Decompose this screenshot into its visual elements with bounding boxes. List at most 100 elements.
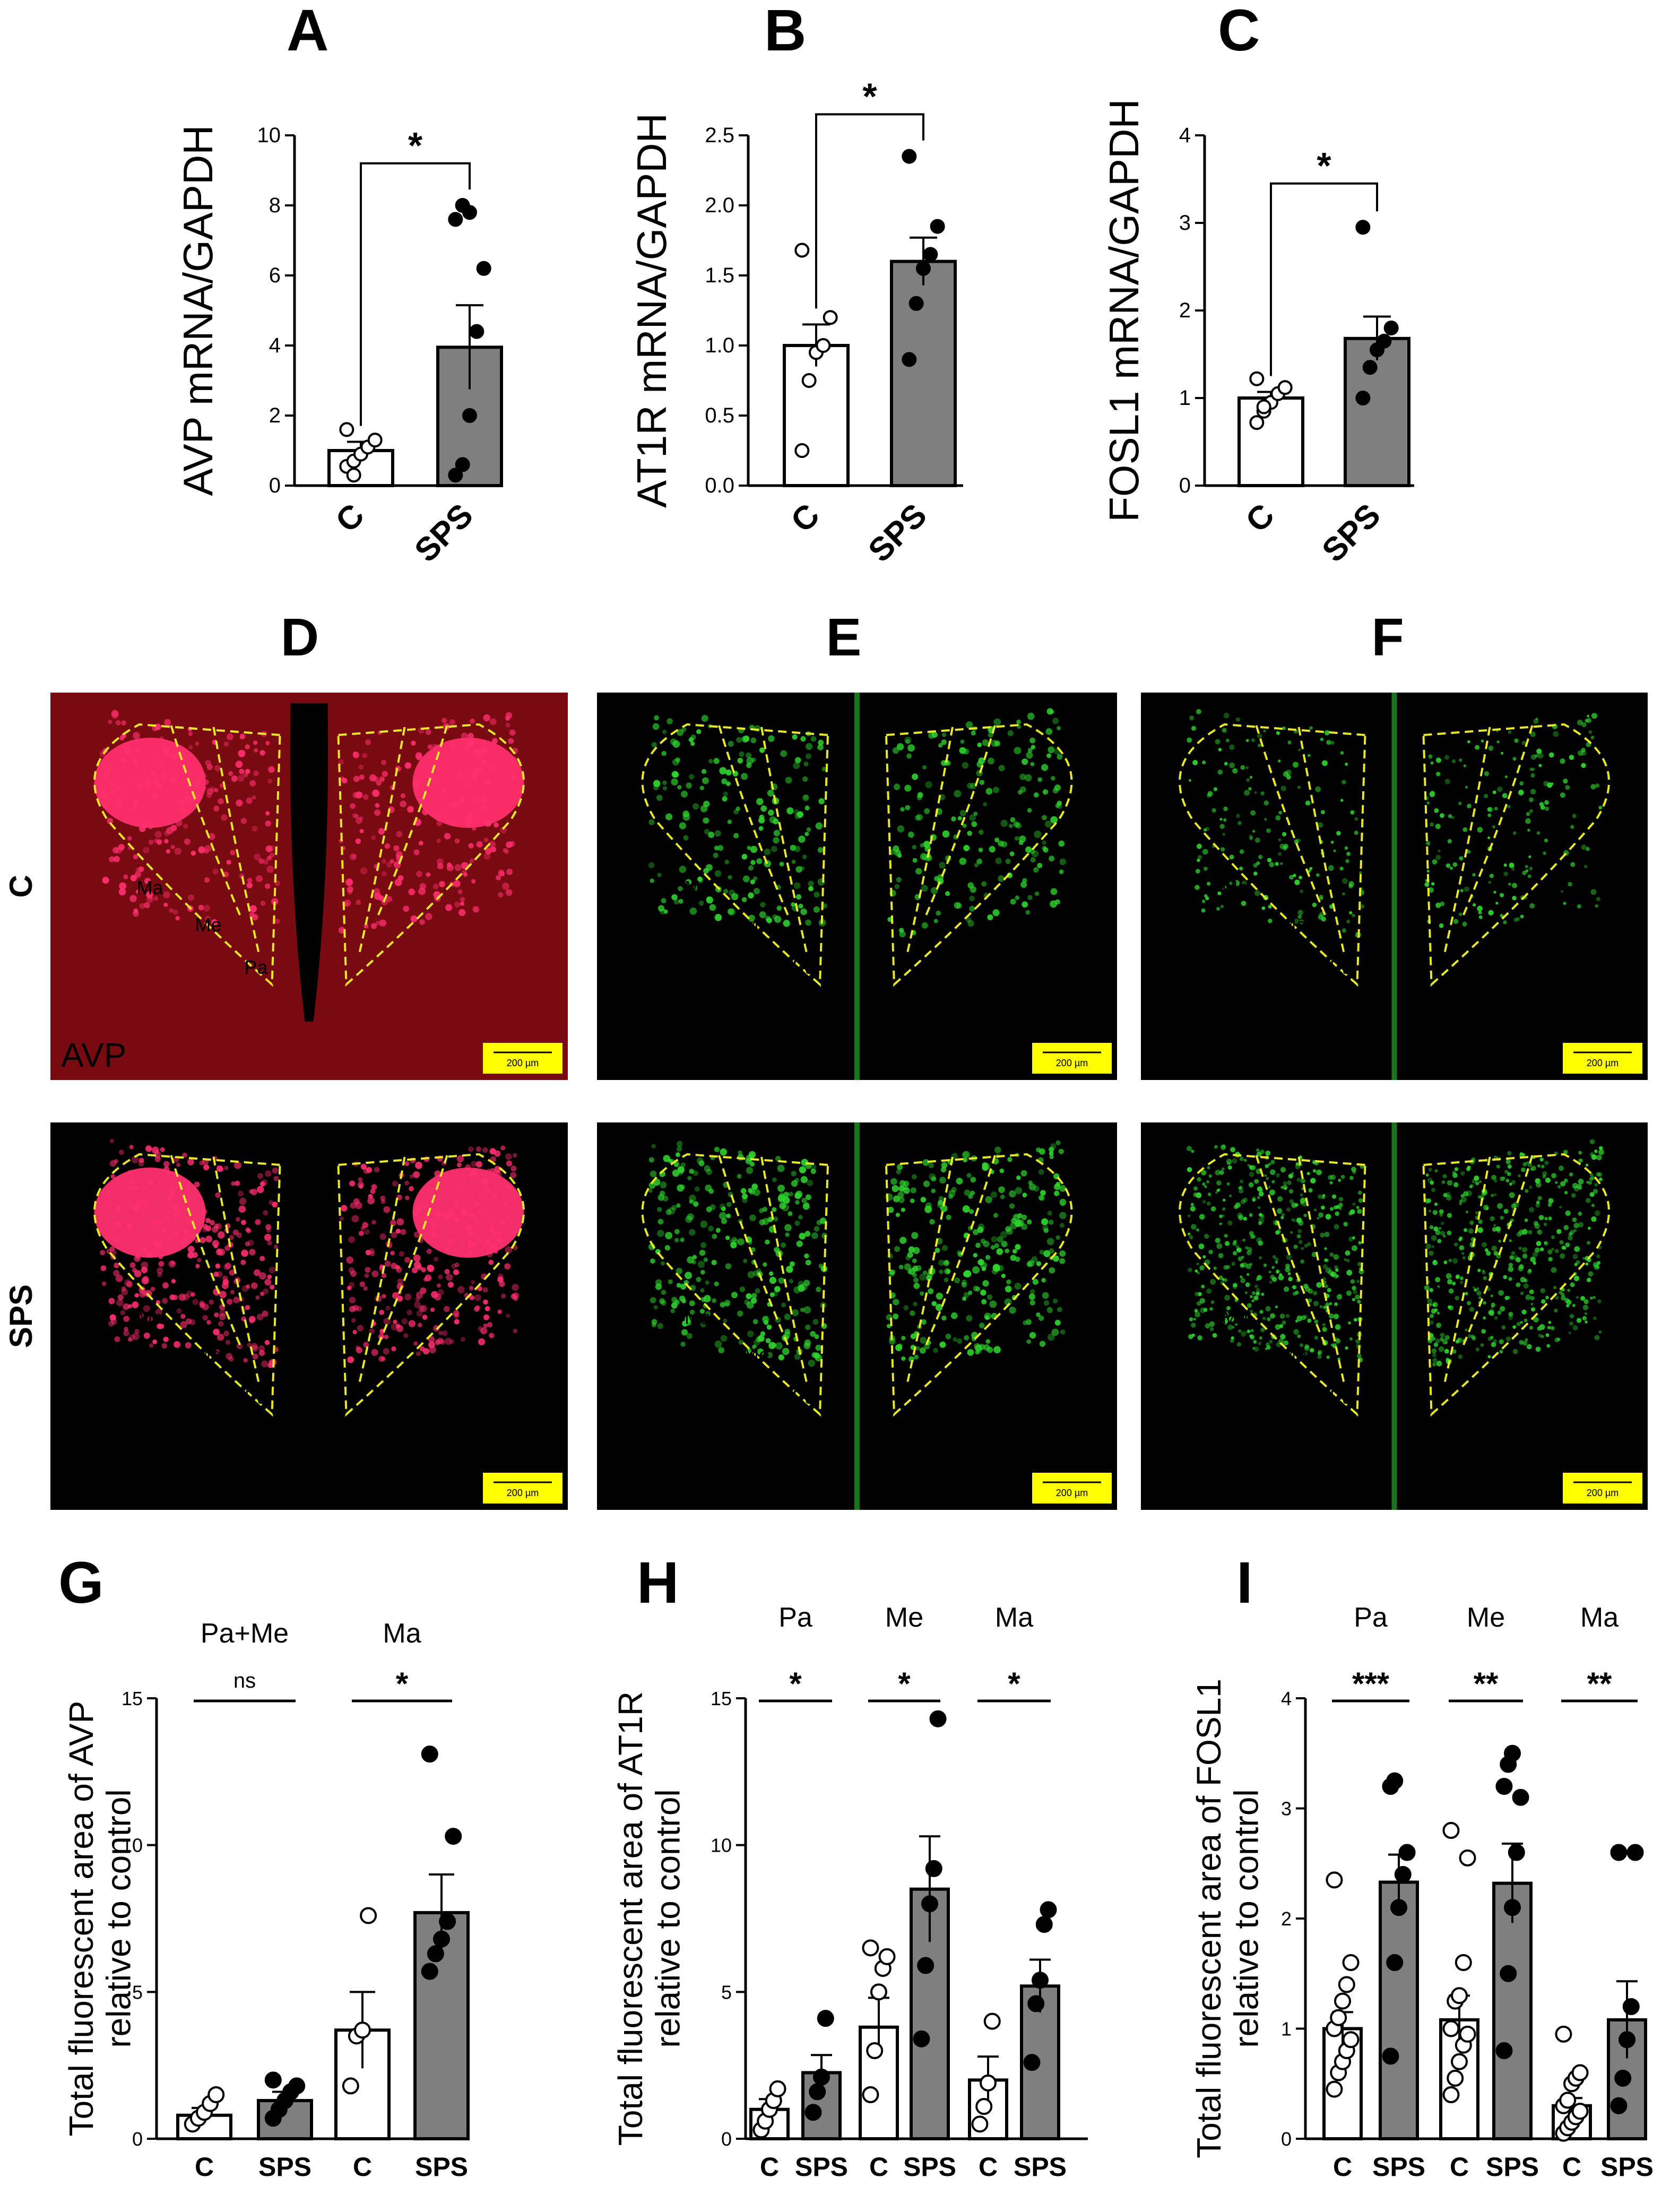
signal-dot bbox=[1545, 1333, 1550, 1337]
signal-dot bbox=[508, 738, 514, 744]
signal-dot bbox=[1593, 1295, 1596, 1299]
signal-dot bbox=[662, 729, 667, 735]
signal-dot bbox=[1349, 1209, 1355, 1215]
significance-label: ** bbox=[1474, 1666, 1499, 1701]
signal-dot bbox=[1518, 789, 1524, 796]
signal-dot bbox=[1426, 869, 1430, 873]
signal-dot bbox=[224, 1165, 229, 1170]
signal-dot bbox=[426, 872, 431, 877]
signal-dot bbox=[1516, 1257, 1521, 1263]
signal-dot bbox=[256, 1314, 264, 1320]
signal-dot bbox=[767, 790, 774, 797]
signal-dot bbox=[1187, 1167, 1192, 1172]
data-point bbox=[421, 1746, 438, 1763]
signal-dot bbox=[238, 1205, 246, 1213]
signal-dot bbox=[915, 868, 922, 875]
x-tick-label: C bbox=[353, 2152, 372, 2182]
signal-dot bbox=[1326, 1355, 1330, 1359]
signal-dot bbox=[1217, 891, 1222, 895]
region-divider bbox=[1443, 727, 1491, 953]
signal-dot bbox=[1509, 1192, 1515, 1198]
signal-dot bbox=[689, 1169, 695, 1174]
signal-dot bbox=[1263, 1263, 1267, 1267]
bar bbox=[890, 260, 957, 487]
signal-dot bbox=[1016, 719, 1021, 724]
signal-dot bbox=[1535, 1346, 1541, 1352]
signal-dot bbox=[226, 1353, 233, 1360]
y-tick-label: 0 bbox=[269, 474, 281, 497]
signal-dot bbox=[146, 896, 154, 903]
signal-dot bbox=[1324, 1284, 1328, 1289]
signal-dot bbox=[1598, 1149, 1604, 1155]
signal-dot bbox=[938, 743, 943, 748]
signal-dot bbox=[1226, 1182, 1230, 1186]
signal-dot bbox=[731, 1237, 737, 1242]
signal-dot bbox=[1499, 1306, 1505, 1312]
signal-dot bbox=[1572, 814, 1577, 818]
data-point bbox=[1495, 2042, 1513, 2059]
signal-dot bbox=[802, 776, 808, 782]
signal-dot bbox=[769, 1276, 777, 1284]
signal-dot bbox=[1270, 1313, 1276, 1319]
signal-dot bbox=[396, 1218, 404, 1226]
signal-dot bbox=[246, 1284, 250, 1289]
signal-dot bbox=[195, 741, 200, 746]
signal-dot bbox=[1059, 1185, 1066, 1192]
signal-dot bbox=[212, 868, 219, 875]
signal-dot bbox=[436, 839, 441, 843]
signal-dot bbox=[973, 1229, 979, 1235]
signal-dot bbox=[469, 1285, 474, 1291]
signal-dot bbox=[355, 838, 361, 844]
signal-dot bbox=[393, 1319, 397, 1324]
signal-dot bbox=[1196, 843, 1202, 849]
x-tick-label: C bbox=[1450, 2152, 1469, 2182]
signal-dot bbox=[236, 799, 243, 807]
signal-dot bbox=[1258, 1206, 1261, 1209]
signal-dot bbox=[1054, 899, 1060, 905]
scale-bar bbox=[483, 1043, 562, 1074]
signal-dot bbox=[1010, 898, 1016, 905]
signal-dot bbox=[192, 1252, 198, 1258]
signal-dot bbox=[648, 819, 655, 825]
signal-dot bbox=[1222, 1198, 1226, 1202]
signal-dot bbox=[1322, 1264, 1328, 1269]
signal-dot bbox=[938, 1196, 944, 1201]
signal-dot bbox=[1296, 1234, 1301, 1239]
signal-dot bbox=[1296, 1315, 1303, 1321]
signal-dot bbox=[783, 1191, 790, 1198]
signal-dot bbox=[913, 1301, 918, 1307]
signal-dot bbox=[651, 742, 657, 748]
signal-dot bbox=[1453, 919, 1459, 924]
signal-dot bbox=[1514, 738, 1519, 743]
signal-dot bbox=[1593, 1189, 1598, 1194]
signal-dot bbox=[1509, 1182, 1512, 1186]
signal-dot bbox=[1545, 1295, 1549, 1300]
signal-dot bbox=[1429, 1320, 1434, 1325]
signal-dot bbox=[974, 1343, 981, 1350]
signal-dot bbox=[1586, 1198, 1591, 1203]
signal-dot bbox=[988, 757, 994, 765]
signal-dot bbox=[1219, 1222, 1222, 1225]
signal-dot bbox=[1335, 1338, 1341, 1344]
signal-dot bbox=[1525, 865, 1528, 868]
signal-dot bbox=[1544, 1161, 1549, 1165]
signal-dot bbox=[236, 1343, 243, 1350]
signal-dot bbox=[213, 1271, 219, 1277]
signal-dot bbox=[1568, 882, 1572, 887]
signal-dot bbox=[1340, 751, 1344, 755]
signal-dot bbox=[775, 1155, 781, 1162]
signal-dot bbox=[665, 1232, 673, 1240]
x-tick-label: C bbox=[1239, 497, 1281, 539]
signal-dot bbox=[1350, 810, 1354, 815]
signal-dot bbox=[265, 845, 273, 852]
signal-dot bbox=[1444, 779, 1451, 784]
signal-dot bbox=[720, 1335, 728, 1342]
scale-bar bbox=[483, 1473, 562, 1504]
signal-dot bbox=[1330, 740, 1335, 745]
signal-dot bbox=[227, 1299, 233, 1305]
signal-dot bbox=[1042, 815, 1047, 820]
signal-dot bbox=[352, 1330, 357, 1335]
signal-dot bbox=[1346, 919, 1351, 923]
signal-dot bbox=[800, 866, 805, 871]
signal-dot bbox=[677, 785, 682, 790]
